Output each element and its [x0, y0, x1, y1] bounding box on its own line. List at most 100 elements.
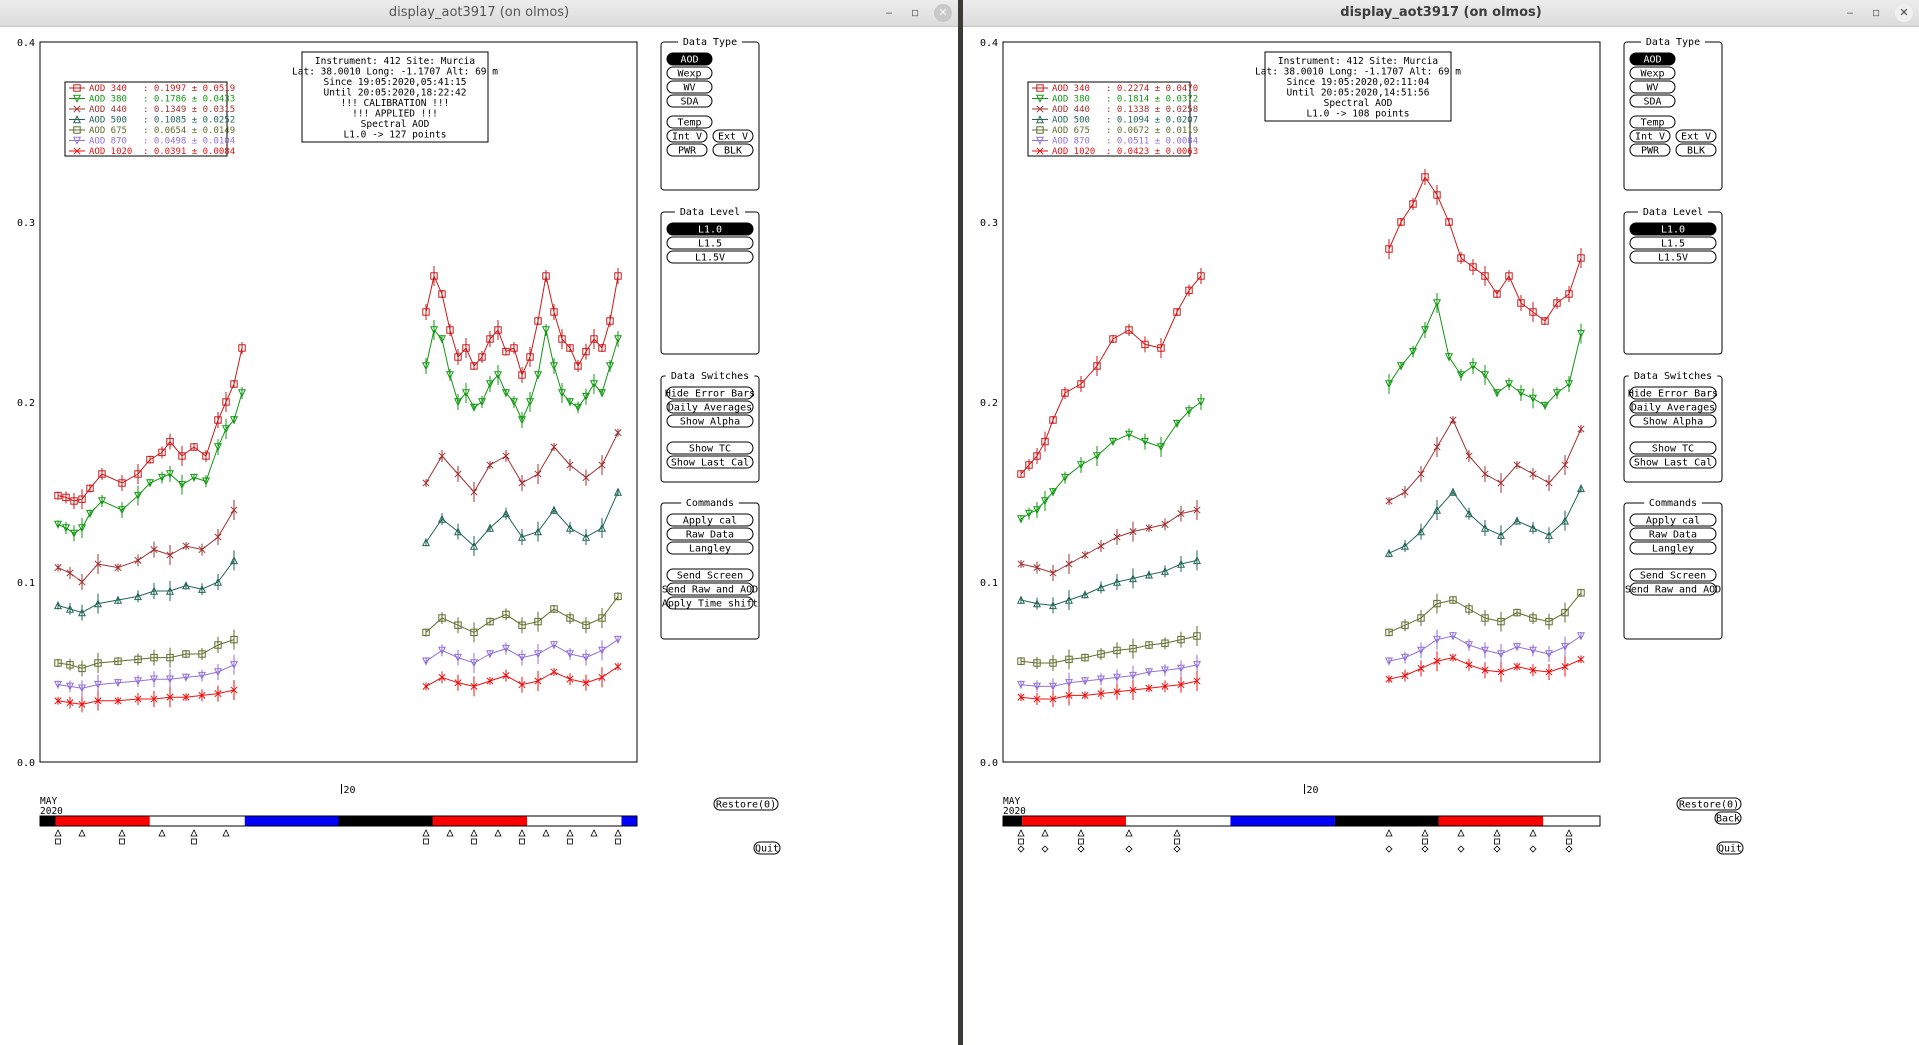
ext-v-button[interactable]: Ext V: [1675, 129, 1717, 143]
cmd-send-raw-and-aod-button-shape[interactable]: [1629, 582, 1717, 596]
blk-button[interactable]: BLK: [712, 143, 754, 157]
cmd-send-screen-button-label[interactable]: Send Screen: [1640, 571, 1706, 582]
switch-show-alpha-button[interactable]: Show Alpha: [1629, 414, 1717, 428]
restore-button[interactable]: Restore(0): [1676, 797, 1742, 811]
data-level-button-shape[interactable]: [666, 250, 754, 264]
data-level-button-shape[interactable]: [666, 222, 754, 236]
data-level-button-label[interactable]: L1.5V: [1658, 253, 1688, 264]
cmd-langley-button-label[interactable]: Langley: [689, 544, 731, 555]
data-type-sda-button[interactable]: SDA: [1629, 94, 1676, 108]
ext-v-button-shape[interactable]: [1675, 129, 1717, 143]
cmd-apply-time-shift-button-label[interactable]: Apply Time shift: [662, 599, 758, 610]
cmd-langley-button[interactable]: Langley: [666, 541, 754, 555]
cmd-apply-cal-button[interactable]: Apply cal: [1629, 513, 1717, 527]
data-level-button-label[interactable]: L1.5: [1661, 239, 1685, 250]
cmd-send-screen-button-shape[interactable]: [666, 568, 754, 582]
data-type-wv-button[interactable]: WV: [666, 80, 713, 94]
data-type-wv-button[interactable]: WV: [1629, 80, 1676, 94]
data-type-wexp-button-shape[interactable]: [666, 66, 713, 80]
data-type-wexp-button[interactable]: Wexp: [1629, 66, 1676, 80]
blk-button[interactable]: BLK: [1675, 143, 1717, 157]
ext-v-button-shape[interactable]: [712, 129, 754, 143]
data-type-aod-button[interactable]: AOD: [1629, 52, 1676, 66]
cmd-apply-cal-button-label[interactable]: Apply cal: [683, 516, 737, 527]
data-type-wexp-button[interactable]: Wexp: [666, 66, 713, 80]
temp-button-label[interactable]: Temp: [1640, 118, 1664, 129]
switch-daily-averages-button[interactable]: Daily Averages: [1629, 400, 1717, 414]
pwr-button-shape[interactable]: [1629, 143, 1671, 157]
blk-button-label[interactable]: BLK: [724, 146, 742, 157]
cmd-apply-time-shift-button-shape[interactable]: [666, 596, 754, 610]
data-level-button[interactable]: L1.0: [1629, 222, 1717, 236]
data-level-button-label[interactable]: L1.0: [698, 225, 722, 236]
data-level-button[interactable]: L1.5V: [666, 250, 754, 264]
data-level-button[interactable]: L1.5: [666, 236, 754, 250]
int-v-button-shape[interactable]: [1629, 129, 1671, 143]
cmd-raw-data-button-shape[interactable]: [1629, 527, 1717, 541]
temp-button-label[interactable]: Temp: [677, 118, 701, 129]
restore-button-label[interactable]: Restore(0): [716, 800, 776, 811]
switch-show-tc-button-label[interactable]: Show TC: [689, 444, 731, 455]
data-type-wexp-button-label[interactable]: Wexp: [1640, 69, 1664, 80]
switch-show-alpha-button-shape[interactable]: [1629, 414, 1717, 428]
close-icon[interactable]: ✕: [934, 4, 952, 22]
switch-show-alpha-button-label[interactable]: Show Alpha: [1643, 417, 1703, 428]
data-type-sda-button-shape[interactable]: [666, 94, 713, 108]
minimize-icon[interactable]: ‒: [885, 6, 893, 19]
quit-button-label[interactable]: Quit: [1718, 844, 1742, 855]
temp-button[interactable]: Temp: [1629, 115, 1676, 129]
pwr-button[interactable]: PWR: [1629, 143, 1671, 157]
cmd-raw-data-button-shape[interactable]: [666, 527, 754, 541]
data-type-sda-button-label[interactable]: SDA: [1643, 97, 1661, 108]
data-level-button-shape[interactable]: [1629, 236, 1717, 250]
restore-button[interactable]: Restore(0): [713, 797, 779, 811]
cmd-send-raw-and-aod-button-shape[interactable]: [666, 582, 754, 596]
blk-button-shape[interactable]: [1675, 143, 1717, 157]
cmd-send-screen-button-shape[interactable]: [1629, 568, 1717, 582]
restore-button-shape[interactable]: [1676, 797, 1742, 811]
switch-show-tc-button-shape[interactable]: [1629, 441, 1717, 455]
cmd-send-raw-and-aod-button-label[interactable]: Send Raw and AOD: [1625, 585, 1721, 596]
switch-show-last-cal-button-label[interactable]: Show Last Cal: [671, 458, 749, 469]
switch-show-last-cal-button[interactable]: Show Last Cal: [666, 455, 754, 469]
data-level-button-label[interactable]: L1.5: [698, 239, 722, 250]
cmd-langley-button-shape[interactable]: [666, 541, 754, 555]
back-button[interactable]: Back: [1714, 811, 1742, 825]
switch-show-last-cal-button-shape[interactable]: [1629, 455, 1717, 469]
quit-button-label[interactable]: Quit: [755, 844, 779, 855]
data-type-wexp-button-label[interactable]: Wexp: [677, 69, 701, 80]
int-v-button-label[interactable]: Int V: [672, 132, 702, 143]
switch-hide-error-bars-button-label[interactable]: Hide Error Bars: [1628, 389, 1718, 400]
switch-show-tc-button[interactable]: Show TC: [666, 441, 754, 455]
temp-button-shape[interactable]: [666, 115, 713, 129]
pwr-button-shape[interactable]: [666, 143, 708, 157]
data-level-button[interactable]: L1.5: [1629, 236, 1717, 250]
quit-button-shape[interactable]: [753, 841, 781, 855]
data-level-button-label[interactable]: L1.5V: [695, 253, 725, 264]
quit-button[interactable]: Quit: [1716, 841, 1744, 855]
restore-button-shape[interactable]: [713, 797, 779, 811]
data-level-button-label[interactable]: L1.0: [1661, 225, 1685, 236]
switch-show-tc-button[interactable]: Show TC: [1629, 441, 1717, 455]
cmd-apply-time-shift-button[interactable]: Apply Time shift: [662, 596, 758, 610]
switch-hide-error-bars-button[interactable]: Hide Error Bars: [1628, 386, 1718, 400]
close-icon[interactable]: ✕: [1895, 4, 1913, 22]
switch-show-alpha-button-shape[interactable]: [666, 414, 754, 428]
data-type-sda-button[interactable]: SDA: [666, 94, 713, 108]
switch-show-last-cal-button-label[interactable]: Show Last Cal: [1634, 458, 1712, 469]
cmd-send-raw-and-aod-button-label[interactable]: Send Raw and AOD: [662, 585, 758, 596]
switch-show-tc-button-shape[interactable]: [666, 441, 754, 455]
cmd-send-screen-button-label[interactable]: Send Screen: [677, 571, 743, 582]
minimize-icon[interactable]: ‒: [1846, 6, 1854, 19]
int-v-button[interactable]: Int V: [1629, 129, 1671, 143]
quit-button-shape[interactable]: [1716, 841, 1744, 855]
cmd-raw-data-button-label[interactable]: Raw Data: [686, 530, 734, 541]
restore-button-label[interactable]: Restore(0): [1679, 800, 1739, 811]
pwr-button-label[interactable]: PWR: [1641, 146, 1660, 157]
data-type-aod-button-shape[interactable]: [666, 52, 713, 66]
data-level-button-shape[interactable]: [666, 236, 754, 250]
switch-hide-error-bars-button-label[interactable]: Hide Error Bars: [665, 389, 755, 400]
cmd-raw-data-button[interactable]: Raw Data: [666, 527, 754, 541]
cmd-apply-cal-button-shape[interactable]: [1629, 513, 1717, 527]
switch-hide-error-bars-button-shape[interactable]: [1629, 386, 1717, 400]
